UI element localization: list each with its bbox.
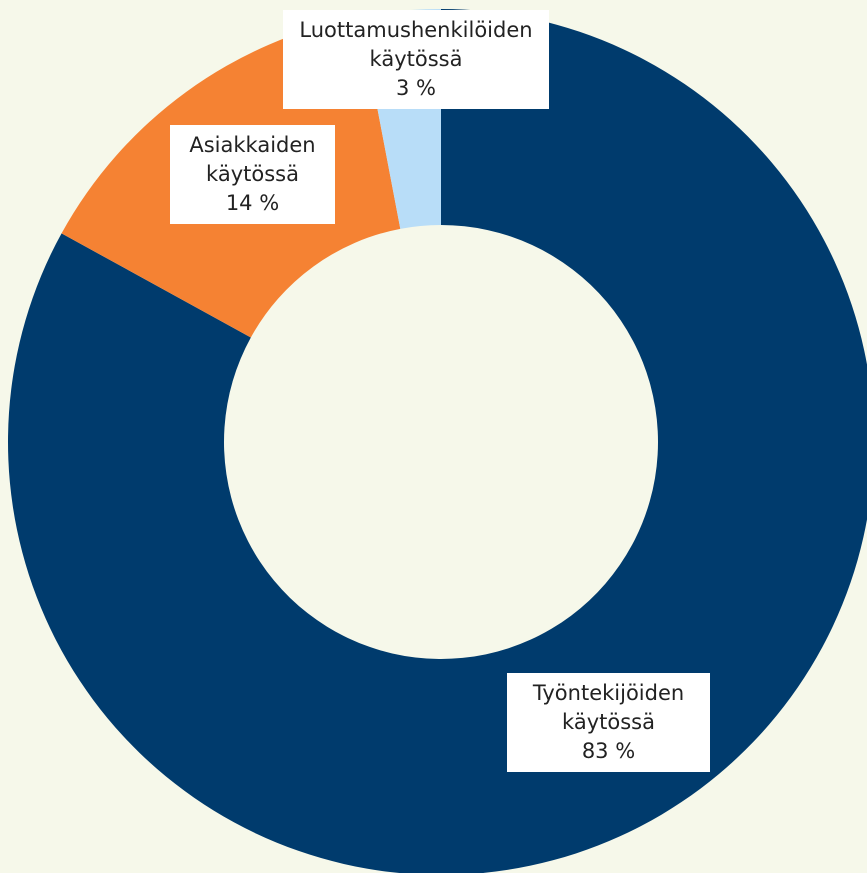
label-value: 14 % — [225, 191, 280, 215]
data-label: Asiakkaiden käytössä 14 % — [170, 125, 335, 224]
data-label: Luottamushenkilöiden käytössä 3 % — [283, 10, 549, 109]
label-category: Työntekijöiden käytössä — [532, 681, 685, 734]
label-value: 83 % — [581, 739, 636, 763]
label-value: 3 % — [396, 76, 436, 100]
label-category: Asiakkaiden käytössä — [189, 133, 316, 186]
label-category: Luottamushenkilöiden käytössä — [299, 18, 533, 71]
data-label: Työntekijöiden käytössä 83 % — [507, 673, 710, 772]
donut-slice — [8, 9, 867, 873]
